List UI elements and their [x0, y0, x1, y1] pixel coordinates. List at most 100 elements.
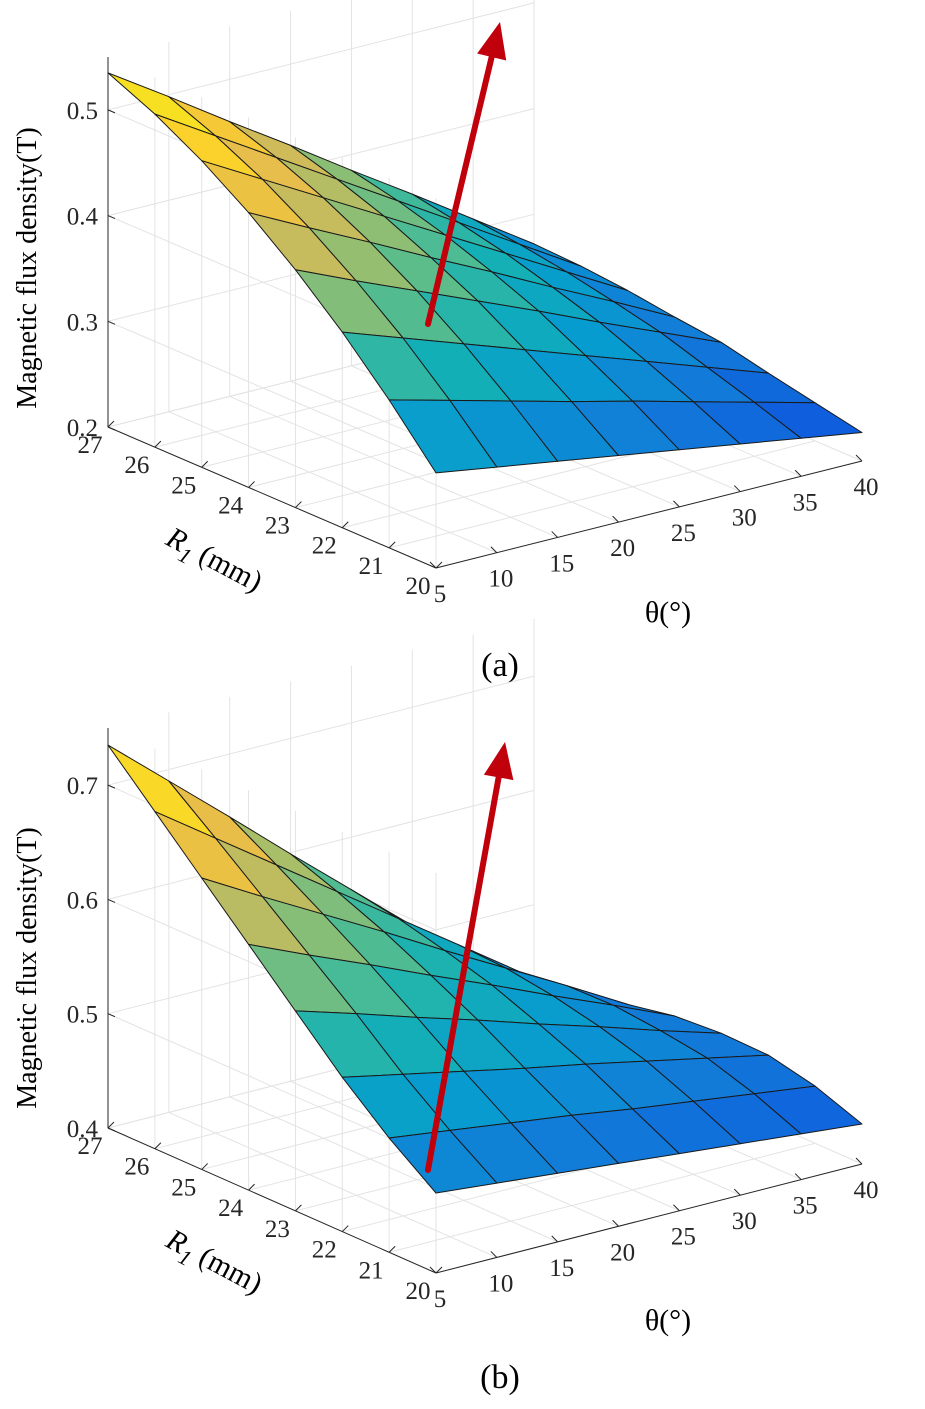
- z-tick-label: 0.7: [67, 773, 98, 800]
- theta-tick: [551, 531, 559, 538]
- r1-tick: [201, 460, 209, 468]
- theta-tick-label: 20: [610, 535, 635, 562]
- surface-patch: [753, 1085, 863, 1135]
- panel-a: 5 10 15 20 25 30 35 40 20 21 22 23 24 25 26 270.2 0.3 0.4…: [12, 0, 879, 684]
- theta-tick-label: 10: [488, 1270, 513, 1297]
- r1-tick-label: 26: [124, 1154, 149, 1181]
- r1-tick: [435, 1266, 443, 1274]
- r1-tick-label: 26: [124, 452, 149, 479]
- z-tick: [107, 109, 116, 114]
- theta-tick: [490, 546, 498, 554]
- r1-axis-line: [107, 1127, 437, 1274]
- r1-tick: [295, 501, 302, 508]
- r1-tick: [107, 1121, 115, 1129]
- z-tick-label: 0.3: [67, 309, 98, 336]
- r1-tick: [154, 440, 162, 448]
- r1-tick-label: 23: [265, 513, 290, 540]
- z-tick-label: 0.4: [67, 1116, 99, 1143]
- theta-tick: [429, 561, 437, 569]
- r1-tick-label: 20: [406, 573, 431, 600]
- grid-line: [389, 440, 816, 549]
- theta-tick: [794, 469, 802, 477]
- r1-tick: [388, 1245, 396, 1253]
- theta-tick-label: 25: [671, 1224, 696, 1251]
- tick-labels: 5 10 15 20 25 30 35 40 20 21 22 23 24 25 26 270.4 0.5 0.6…: [67, 773, 879, 1313]
- trend-arrow: [425, 22, 507, 327]
- trend-arrow: [425, 742, 514, 1173]
- grid-line: [229, 1096, 558, 1243]
- theta-tick-label: 35: [793, 1193, 818, 1220]
- surface: [107, 72, 863, 474]
- trend-arrow-head: [477, 22, 507, 61]
- theta-tick-label: 10: [488, 566, 513, 593]
- panel-caption: (a): [481, 647, 519, 684]
- theta-tick-label: 15: [549, 550, 574, 577]
- trend-arrow-head: [483, 742, 514, 781]
- r1-tick-label: 27: [78, 1133, 103, 1160]
- axis-lines: [107, 57, 863, 569]
- trend-arrow-shaft: [425, 774, 502, 1173]
- r1-tick: [295, 1204, 302, 1212]
- grid-line: [168, 411, 498, 554]
- axis-lines: [107, 728, 863, 1274]
- theta-tick-label: 5: [434, 581, 447, 608]
- r1-tick: [388, 541, 396, 549]
- r1-tick-label: 23: [265, 1216, 290, 1243]
- theta-axis-line: [435, 1163, 863, 1274]
- theta-tick-label: 30: [732, 505, 757, 532]
- r1-tick: [248, 481, 255, 488]
- r1-axis-line: [107, 426, 437, 569]
- theta-tick-label: 40: [854, 474, 879, 501]
- theta-tick: [794, 1173, 802, 1180]
- theta-tick-label: 5: [434, 1286, 447, 1313]
- r1-tick-label: 27: [78, 432, 103, 459]
- theta-tick: [733, 485, 741, 492]
- z-tick-label: 0.4: [67, 204, 99, 231]
- r1-axis-label: R1 (mm): [157, 1222, 268, 1305]
- theta-tick: [733, 1188, 741, 1196]
- theta-tick-label: 25: [671, 520, 696, 547]
- theta-tick-label: 35: [793, 489, 818, 516]
- theta-tick: [855, 1157, 863, 1165]
- r1-tick: [248, 1183, 255, 1191]
- z-tick: [107, 320, 116, 325]
- z-tick: [107, 1013, 116, 1018]
- z-axis-label: Magnetic flux density(T): [12, 827, 43, 1108]
- z-tick-label: 0.5: [67, 1002, 98, 1029]
- theta-tick-label: 40: [854, 1177, 879, 1204]
- z-tick: [107, 784, 116, 789]
- theta-tick-label: 15: [549, 1255, 574, 1282]
- theta-tick-label: 30: [732, 1208, 757, 1235]
- grid-line: [168, 1111, 498, 1258]
- theta-tick: [490, 1251, 498, 1258]
- theta-axis-label: θ(°): [645, 596, 691, 629]
- z-tick-label: 0.6: [67, 887, 98, 914]
- r1-tick-label: 24: [218, 492, 244, 519]
- r1-tick-label: 22: [312, 533, 337, 560]
- z-tick: [107, 898, 116, 903]
- theta-tick: [612, 1219, 619, 1227]
- theta-axis-line: [435, 460, 863, 569]
- theta-tick: [673, 500, 680, 508]
- r1-axis-label-unit: (mm): [187, 1237, 268, 1301]
- z-tick: [107, 215, 116, 220]
- r1-tick-label: 21: [359, 1257, 384, 1284]
- z-tick-label: 0.2: [67, 415, 98, 442]
- tick-labels: 5 10 15 20 25 30 35 40 20 21 22 23 24 25 26 270.2 0.3 0.4…: [67, 98, 879, 608]
- z-tick-label: 0.5: [67, 98, 98, 125]
- r1-axis-label: R1 (mm): [157, 520, 268, 603]
- theta-tick: [855, 454, 863, 462]
- r1-tick: [201, 1163, 209, 1170]
- r1-tick: [341, 1225, 349, 1232]
- theta-tick-label: 20: [610, 1239, 635, 1266]
- r1-tick-label: 22: [312, 1237, 337, 1264]
- trend-arrow-shaft: [425, 54, 495, 327]
- surface-patch: [107, 72, 217, 137]
- panel-b: 5 10 15 20 25 30 35 40 20 21 22 23 24 25 26 270.4 0.5 0.6…: [12, 619, 879, 1396]
- r1-tick: [154, 1142, 162, 1150]
- theta-tick: [673, 1204, 680, 1212]
- surface-patch: [753, 401, 863, 439]
- r1-tick-label: 25: [171, 1174, 196, 1201]
- grid-line: [389, 1142, 816, 1253]
